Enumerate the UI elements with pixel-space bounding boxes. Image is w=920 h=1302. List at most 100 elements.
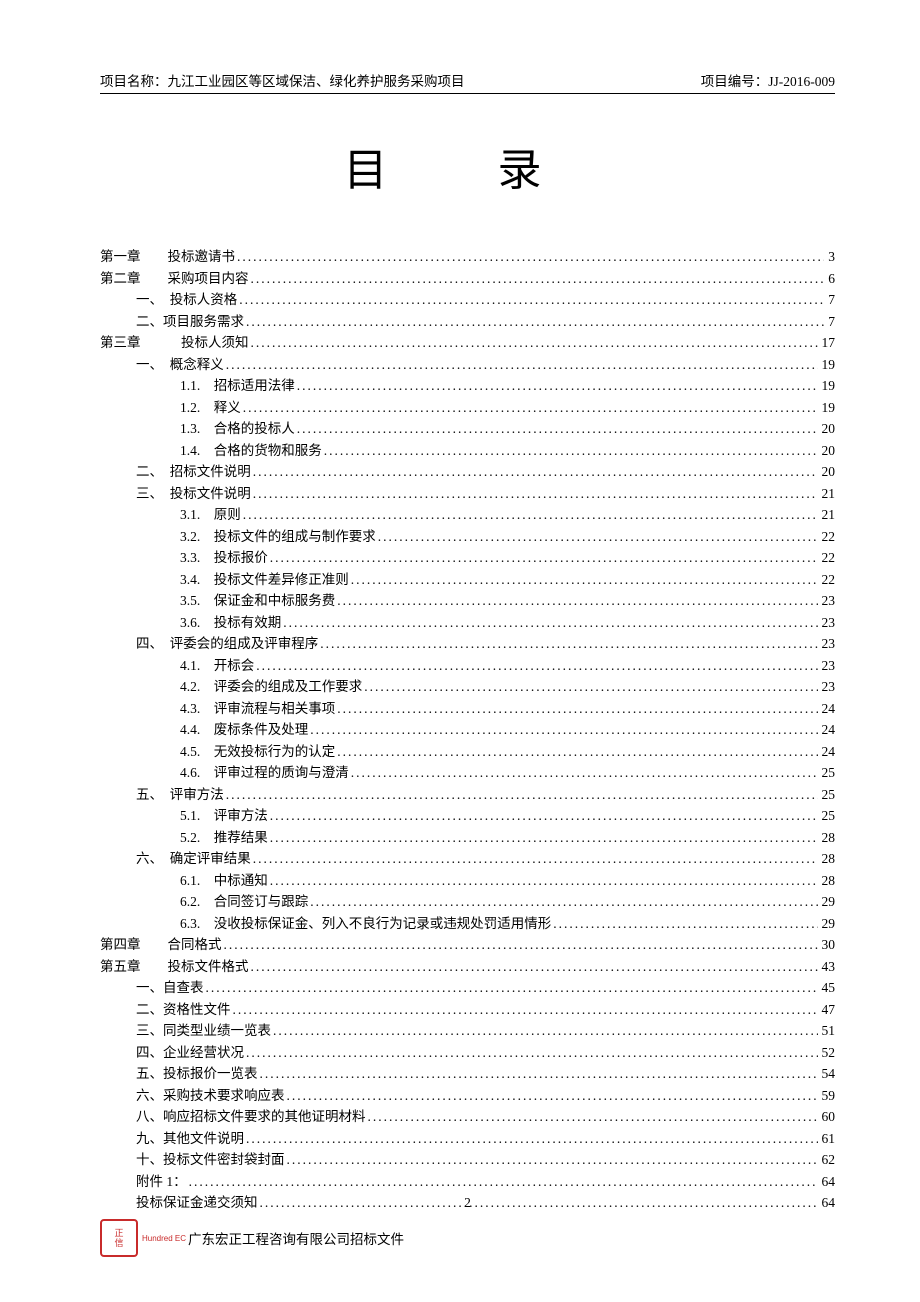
toc-page-number: 23 xyxy=(818,633,836,655)
toc-leader-dots xyxy=(297,375,818,397)
toc-row: 4.3. 评审流程与相关事项24 xyxy=(100,698,835,720)
toc-label: 3.4. 投标文件差异修正准则 xyxy=(180,569,351,591)
toc-row: 三、同类型业绩一览表 51 xyxy=(100,1020,835,1042)
toc-row: 第二章 采购项目内容6 xyxy=(100,268,835,290)
toc-label: 3.6. 投标有效期 xyxy=(180,612,283,634)
toc-page-number: 17 xyxy=(818,332,836,354)
toc-leader-dots xyxy=(189,1171,818,1193)
toc-label: 4.5. 无效投标行为的认定 xyxy=(180,741,337,763)
toc-page-number: 20 xyxy=(818,461,836,483)
toc-label: 1.3. 合格的投标人 xyxy=(180,418,297,440)
toc-page-number: 25 xyxy=(818,762,836,784)
toc-label: 第一章 投标邀请书 xyxy=(100,246,237,268)
toc-page-number: 51 xyxy=(818,1020,836,1042)
toc-row: 5.1. 评审方法25 xyxy=(100,805,835,827)
toc-row: 1.3. 合格的投标人20 xyxy=(100,418,835,440)
toc-page-number: 22 xyxy=(818,569,836,591)
toc-leader-dots xyxy=(310,891,817,913)
toc-label: 二、 招标文件说明 xyxy=(136,461,253,483)
toc-page-number: 43 xyxy=(818,956,836,978)
toc-page-number: 45 xyxy=(818,977,836,999)
toc-page-number: 23 xyxy=(818,612,836,634)
toc-leader-dots xyxy=(270,870,818,892)
toc-row: 6.3. 没收投标保证金、列入不良行为记录或违规处罚适用情形29 xyxy=(100,913,835,935)
toc-row: 4.2. 评委会的组成及工作要求23 xyxy=(100,676,835,698)
toc-page-number: 19 xyxy=(818,397,836,419)
toc-row: 四、 评委会的组成及评审程序23 xyxy=(100,633,835,655)
toc-leader-dots xyxy=(237,246,824,268)
toc-label: 附件 1： xyxy=(136,1171,189,1193)
toc-label: 三、同类型业绩一览表 xyxy=(136,1020,273,1042)
toc-leader-dots xyxy=(270,827,818,849)
toc-row: 3.2. 投标文件的组成与制作要求22 xyxy=(100,526,835,548)
toc-leader-dots xyxy=(246,1128,818,1150)
toc-label: 第四章 合同格式 xyxy=(100,934,224,956)
toc-label: 第五章 投标文件格式 xyxy=(100,956,251,978)
toc-label: 3.1. 原则 xyxy=(180,504,243,526)
code-label: 项目编号： xyxy=(701,74,769,89)
toc-page-number: 52 xyxy=(818,1042,836,1064)
toc-leader-dots xyxy=(270,805,818,827)
toc-row: 5.2. 推荐结果 28 xyxy=(100,827,835,849)
toc-leader-dots xyxy=(226,354,818,376)
toc-leader-dots xyxy=(243,504,818,526)
toc-leader-dots xyxy=(553,913,817,935)
stamp-icon: 正 信 xyxy=(100,1219,138,1257)
toc-page-number: 30 xyxy=(818,934,836,956)
toc-row: 第四章 合同格式 30 xyxy=(100,934,835,956)
toc-label: 6.3. 没收投标保证金、列入不良行为记录或违规处罚适用情形 xyxy=(180,913,553,935)
toc-row: 二、资格性文件47 xyxy=(100,999,835,1021)
toc-page-number: 47 xyxy=(818,999,836,1021)
toc-row: 十、投标文件密封袋封面62 xyxy=(100,1149,835,1171)
toc-label: 1.1. 招标适用法律 xyxy=(180,375,297,397)
toc-page-number: 54 xyxy=(818,1063,836,1085)
toc-leader-dots xyxy=(253,848,818,870)
toc-leader-dots xyxy=(310,719,817,741)
toc-row: 4.6. 评审过程的质询与澄清25 xyxy=(100,762,835,784)
toc-page-number: 28 xyxy=(818,827,836,849)
toc-row: 六、采购技术要求响应表59 xyxy=(100,1085,835,1107)
toc-leader-dots xyxy=(253,461,818,483)
toc-page-number: 23 xyxy=(818,590,836,612)
toc-page-number: 21 xyxy=(818,504,836,526)
stamp-char-2: 信 xyxy=(114,1238,123,1248)
toc-page-number: 62 xyxy=(818,1149,836,1171)
toc-row: 3.1. 原则 21 xyxy=(100,504,835,526)
code-value: JJ-2016-009 xyxy=(768,74,835,89)
toc-leader-dots xyxy=(364,676,817,698)
toc-row: 1.1. 招标适用法律19 xyxy=(100,375,835,397)
toc-row: 八、响应招标文件要求的其他证明材料60 xyxy=(100,1106,835,1128)
toc-leader-dots xyxy=(260,1063,818,1085)
toc-row: 第三章 投标人须知17 xyxy=(100,332,835,354)
document-page: 项目名称：九江工业园区等区域保洁、绿化养护服务采购项目 项目编号：JJ-2016… xyxy=(0,0,920,1274)
toc-row: 一、 概念释义 19 xyxy=(100,354,835,376)
toc-label: 6.2. 合同签订与跟踪 xyxy=(180,891,310,913)
toc-row: 六、 确定评审结果28 xyxy=(100,848,835,870)
toc-row: 4.1. 开标会23 xyxy=(100,655,835,677)
header-project: 项目名称：九江工业园区等区域保洁、绿化养护服务采购项目 xyxy=(100,70,465,90)
toc-row: 二、项目服务需求7 xyxy=(100,311,835,333)
toc-leader-dots xyxy=(320,633,817,655)
toc-leader-dots xyxy=(251,956,818,978)
toc-label: 六、 确定评审结果 xyxy=(136,848,253,870)
footer: 2 正 信 Hundred EC 广东宏正工程咨询有限公司招标文件 xyxy=(100,1195,835,1257)
toc-label: 5.2. 推荐结果 xyxy=(180,827,270,849)
toc-label: 3.5. 保证金和中标服务费 xyxy=(180,590,337,612)
toc-page-number: 25 xyxy=(818,805,836,827)
toc-leader-dots xyxy=(246,1042,818,1064)
stamp-char-1: 正 xyxy=(114,1228,123,1238)
footer-line: 正 信 Hundred EC 广东宏正工程咨询有限公司招标文件 xyxy=(100,1219,835,1257)
toc-leader-dots xyxy=(283,612,817,634)
toc-label: 6.1. 中标通知 xyxy=(180,870,270,892)
toc-label: 第二章 采购项目内容 xyxy=(100,268,251,290)
toc-page-number: 21 xyxy=(818,483,836,505)
toc-page-number: 19 xyxy=(818,354,836,376)
toc-leader-dots xyxy=(337,698,817,720)
toc-label: 一、 概念释义 xyxy=(136,354,226,376)
toc-page-number: 7 xyxy=(824,311,835,333)
toc-leader-dots xyxy=(253,483,818,505)
toc-row: 二、 招标文件说明 20 xyxy=(100,461,835,483)
toc-leader-dots xyxy=(287,1149,818,1171)
toc-label: 一、自查表 xyxy=(136,977,206,999)
toc-label: 五、 评审方法 xyxy=(136,784,226,806)
